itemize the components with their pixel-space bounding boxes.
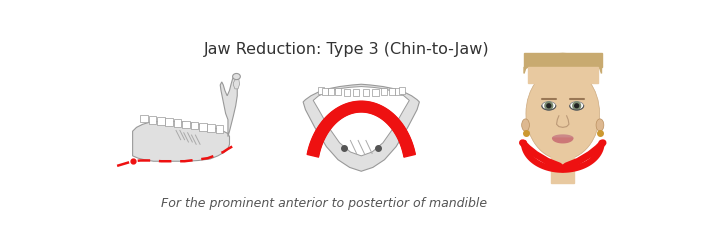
Ellipse shape [522, 119, 529, 131]
FancyBboxPatch shape [335, 89, 341, 96]
FancyBboxPatch shape [372, 89, 379, 96]
Polygon shape [233, 79, 240, 89]
FancyBboxPatch shape [389, 88, 395, 95]
Polygon shape [553, 138, 573, 143]
FancyBboxPatch shape [140, 115, 148, 122]
FancyBboxPatch shape [166, 118, 173, 126]
FancyBboxPatch shape [149, 116, 156, 124]
FancyBboxPatch shape [199, 123, 207, 131]
FancyBboxPatch shape [354, 89, 359, 96]
Ellipse shape [596, 119, 604, 131]
FancyBboxPatch shape [318, 87, 324, 94]
FancyBboxPatch shape [381, 89, 387, 96]
Polygon shape [307, 101, 415, 157]
FancyBboxPatch shape [328, 88, 334, 95]
FancyBboxPatch shape [216, 125, 223, 133]
Text: Jaw Reduction: Type 3 (Chin-to-Jaw): Jaw Reduction: Type 3 (Chin-to-Jaw) [204, 42, 490, 57]
Ellipse shape [575, 104, 579, 108]
FancyBboxPatch shape [174, 119, 181, 127]
Ellipse shape [573, 102, 580, 110]
Polygon shape [132, 121, 230, 161]
Polygon shape [524, 54, 601, 67]
FancyBboxPatch shape [182, 120, 190, 128]
FancyBboxPatch shape [322, 88, 328, 95]
Ellipse shape [542, 102, 556, 110]
FancyBboxPatch shape [207, 124, 215, 132]
Ellipse shape [526, 67, 600, 160]
Polygon shape [303, 84, 419, 171]
Polygon shape [220, 75, 238, 137]
Ellipse shape [545, 102, 553, 110]
Polygon shape [553, 135, 573, 138]
Ellipse shape [233, 73, 240, 80]
Polygon shape [528, 67, 598, 83]
Polygon shape [524, 54, 601, 73]
Ellipse shape [547, 104, 551, 108]
Ellipse shape [570, 102, 584, 110]
Text: For the prominent anterior to postertior of mandible: For the prominent anterior to postertior… [161, 197, 487, 210]
FancyBboxPatch shape [157, 117, 165, 125]
FancyBboxPatch shape [344, 89, 350, 96]
Polygon shape [313, 87, 409, 156]
FancyBboxPatch shape [191, 122, 198, 130]
FancyBboxPatch shape [395, 88, 401, 95]
FancyBboxPatch shape [363, 89, 369, 96]
Polygon shape [551, 156, 575, 183]
FancyBboxPatch shape [399, 87, 405, 94]
